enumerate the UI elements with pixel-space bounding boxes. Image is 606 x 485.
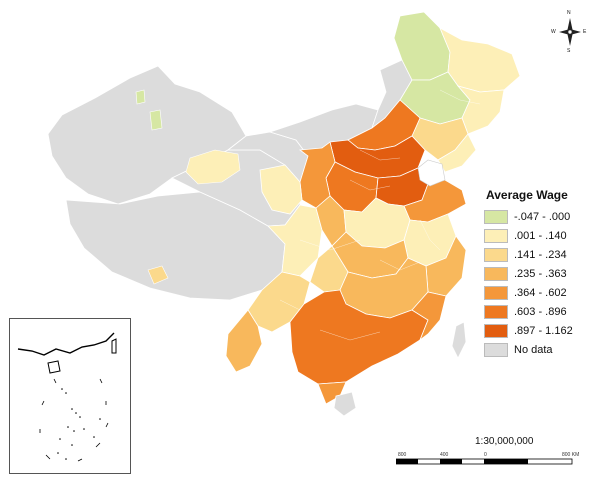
region-hainan bbox=[333, 391, 357, 417]
region-gansu-east bbox=[259, 164, 303, 215]
legend-label: -.047 - .000 bbox=[514, 211, 571, 223]
legend-item: No data bbox=[484, 341, 599, 359]
inset-nine-dash-line bbox=[39, 378, 109, 462]
inset-hainan bbox=[47, 360, 61, 374]
region-sichuan-west bbox=[267, 204, 323, 277]
legend-title: Average Wage bbox=[486, 188, 568, 202]
scale-bar bbox=[396, 458, 573, 465]
legend: Average Wage -.047 - .000 .001 - .140 .141… bbox=[484, 188, 599, 360]
north-arrow: N S E W bbox=[551, 10, 587, 57]
legend-item: .897 - 1.162 bbox=[484, 322, 599, 340]
region-xinjiang-small-east bbox=[149, 109, 163, 131]
legend-label: .141 - .234 bbox=[514, 249, 567, 261]
legend-swatch bbox=[484, 324, 508, 338]
compass-rose-icon bbox=[559, 18, 581, 46]
legend-label: .235 - .363 bbox=[514, 268, 567, 280]
legend-swatch bbox=[484, 305, 508, 319]
legend-item: .603 - .896 bbox=[484, 303, 599, 321]
scale-tick-800-right: 800 KM bbox=[562, 452, 580, 458]
legend-item: .235 - .363 bbox=[484, 265, 599, 283]
legend-item: .141 - .234 bbox=[484, 246, 599, 264]
compass-n: N bbox=[567, 10, 571, 16]
map-scale-ratio: 1:30,000,000 bbox=[475, 436, 534, 447]
legend-swatch bbox=[484, 210, 508, 224]
legend-swatch bbox=[484, 286, 508, 300]
inset-coastline bbox=[17, 332, 115, 356]
legend-label: .364 - .602 bbox=[514, 287, 567, 299]
region-tibet-small bbox=[147, 265, 169, 285]
legend-label: No data bbox=[514, 344, 553, 356]
inset-taiwan bbox=[111, 338, 117, 354]
legend-label: .001 - .140 bbox=[514, 230, 567, 242]
legend-swatch bbox=[484, 267, 508, 281]
scale-tick-400: 400 bbox=[440, 452, 449, 458]
compass-w: W bbox=[551, 29, 556, 35]
legend-swatch bbox=[484, 343, 508, 357]
inset-south-china-sea bbox=[9, 318, 131, 474]
region-yunnan-south bbox=[225, 309, 263, 373]
inset-islands bbox=[57, 388, 101, 460]
internal-boundaries bbox=[279, 89, 481, 341]
region-fujian bbox=[411, 291, 447, 342]
scale-tick-0: 0 bbox=[484, 452, 487, 458]
legend-item: .364 - .602 bbox=[484, 284, 599, 302]
legend-label: .897 - 1.162 bbox=[514, 325, 573, 337]
legend-item: -.047 - .000 bbox=[484, 208, 599, 226]
scale-tick-800-left: 800 bbox=[398, 452, 407, 458]
legend-swatch bbox=[484, 229, 508, 243]
region-taiwan bbox=[451, 321, 467, 359]
region-jilin-east bbox=[456, 85, 505, 135]
legend-swatch bbox=[484, 248, 508, 262]
compass-e: E bbox=[583, 29, 587, 35]
region-qinghai-west bbox=[185, 149, 241, 185]
region-liaoning-coast bbox=[437, 133, 477, 173]
legend-item: .001 - .140 bbox=[484, 227, 599, 245]
legend-label: .603 - .896 bbox=[514, 306, 567, 318]
compass-s: S bbox=[567, 48, 571, 54]
bohai-sea bbox=[417, 159, 446, 187]
region-xinjiang-small-north bbox=[135, 89, 146, 105]
